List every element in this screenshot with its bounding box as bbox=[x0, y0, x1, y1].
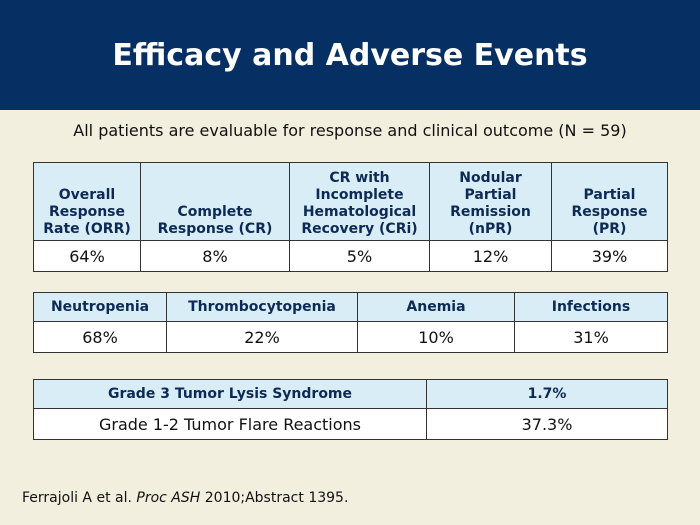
header-line: Recovery (CRi) bbox=[301, 221, 418, 237]
value-cr: 8% bbox=[140, 240, 290, 272]
tumor-flare-label: Grade 1-2 Tumor Flare Reactions bbox=[33, 408, 427, 440]
value-cri: 5% bbox=[289, 240, 430, 272]
header-line: Overall bbox=[58, 187, 116, 203]
subtitle: All patients are evaluable for response … bbox=[73, 121, 627, 140]
tumor-lysis-value: 1.7% bbox=[426, 379, 668, 409]
response-value-row: 64% 8% 5% 12% 39% bbox=[33, 240, 668, 272]
header-pr: Partial Response (PR) bbox=[551, 162, 668, 241]
tumor-lysis-label: Grade 3 Tumor Lysis Syndrome bbox=[33, 379, 427, 409]
value-npr: 12% bbox=[429, 240, 552, 272]
value-neutropenia: 68% bbox=[33, 321, 167, 353]
header-line: Partial bbox=[464, 187, 517, 203]
header-line: Nodular bbox=[459, 170, 522, 186]
header-neutropenia: Neutropenia bbox=[33, 292, 167, 322]
title-bar: Efficacy and Adverse Events bbox=[0, 0, 700, 110]
adverse-events-table: Neutropenia Thrombocytopenia Anemia Infe… bbox=[33, 292, 668, 353]
header-line: Remission bbox=[450, 204, 531, 220]
header-cri: CR with Incomplete Hematological Recover… bbox=[289, 162, 430, 241]
header-line: Partial bbox=[583, 187, 636, 203]
header-npr: Nodular Partial Remission (nPR) bbox=[429, 162, 552, 241]
table-row: Grade 3 Tumor Lysis Syndrome 1.7% bbox=[33, 379, 668, 409]
header-infections: Infections bbox=[514, 292, 668, 322]
header-line: Hematological bbox=[302, 204, 417, 220]
value-thrombocytopenia: 22% bbox=[166, 321, 358, 353]
tumor-events-table: Grade 3 Tumor Lysis Syndrome 1.7% Grade … bbox=[33, 379, 668, 440]
response-header-row: Overall Response Rate (ORR) Complete Res… bbox=[33, 162, 668, 241]
header-line: Response (CR) bbox=[157, 221, 273, 237]
header-line: Response bbox=[571, 204, 648, 220]
header-line: (PR) bbox=[592, 221, 627, 237]
table-row: Grade 1-2 Tumor Flare Reactions 37.3% bbox=[33, 408, 668, 440]
citation-details: 2010;Abstract 1395. bbox=[204, 490, 349, 506]
header-line: CR with bbox=[329, 170, 390, 186]
value-anemia: 10% bbox=[357, 321, 515, 353]
response-table: Overall Response Rate (ORR) Complete Res… bbox=[33, 162, 668, 272]
header-line: Incomplete bbox=[315, 187, 404, 203]
header-orr: Overall Response Rate (ORR) bbox=[33, 162, 141, 241]
value-pr: 39% bbox=[551, 240, 668, 272]
header-line: Rate (ORR) bbox=[43, 221, 131, 237]
header-line: Response bbox=[48, 204, 126, 220]
citation-authors: Ferrajoli A et al. bbox=[22, 490, 132, 506]
tumor-flare-value: 37.3% bbox=[426, 408, 668, 440]
header-line: Complete bbox=[177, 204, 253, 220]
header-line: (nPR) bbox=[468, 221, 513, 237]
citation-journal: Proc ASH bbox=[136, 490, 201, 506]
value-infections: 31% bbox=[514, 321, 668, 353]
adverse-header-row: Neutropenia Thrombocytopenia Anemia Infe… bbox=[33, 292, 668, 322]
page-title: Efficacy and Adverse Events bbox=[112, 37, 588, 73]
header-anemia: Anemia bbox=[357, 292, 515, 322]
adverse-value-row: 68% 22% 10% 31% bbox=[33, 321, 668, 353]
header-thrombocytopenia: Thrombocytopenia bbox=[166, 292, 358, 322]
header-cr: Complete Response (CR) bbox=[140, 162, 290, 241]
citation: Ferrajoli A et al. Proc ASH 2010;Abstrac… bbox=[22, 490, 348, 506]
value-orr: 64% bbox=[33, 240, 141, 272]
